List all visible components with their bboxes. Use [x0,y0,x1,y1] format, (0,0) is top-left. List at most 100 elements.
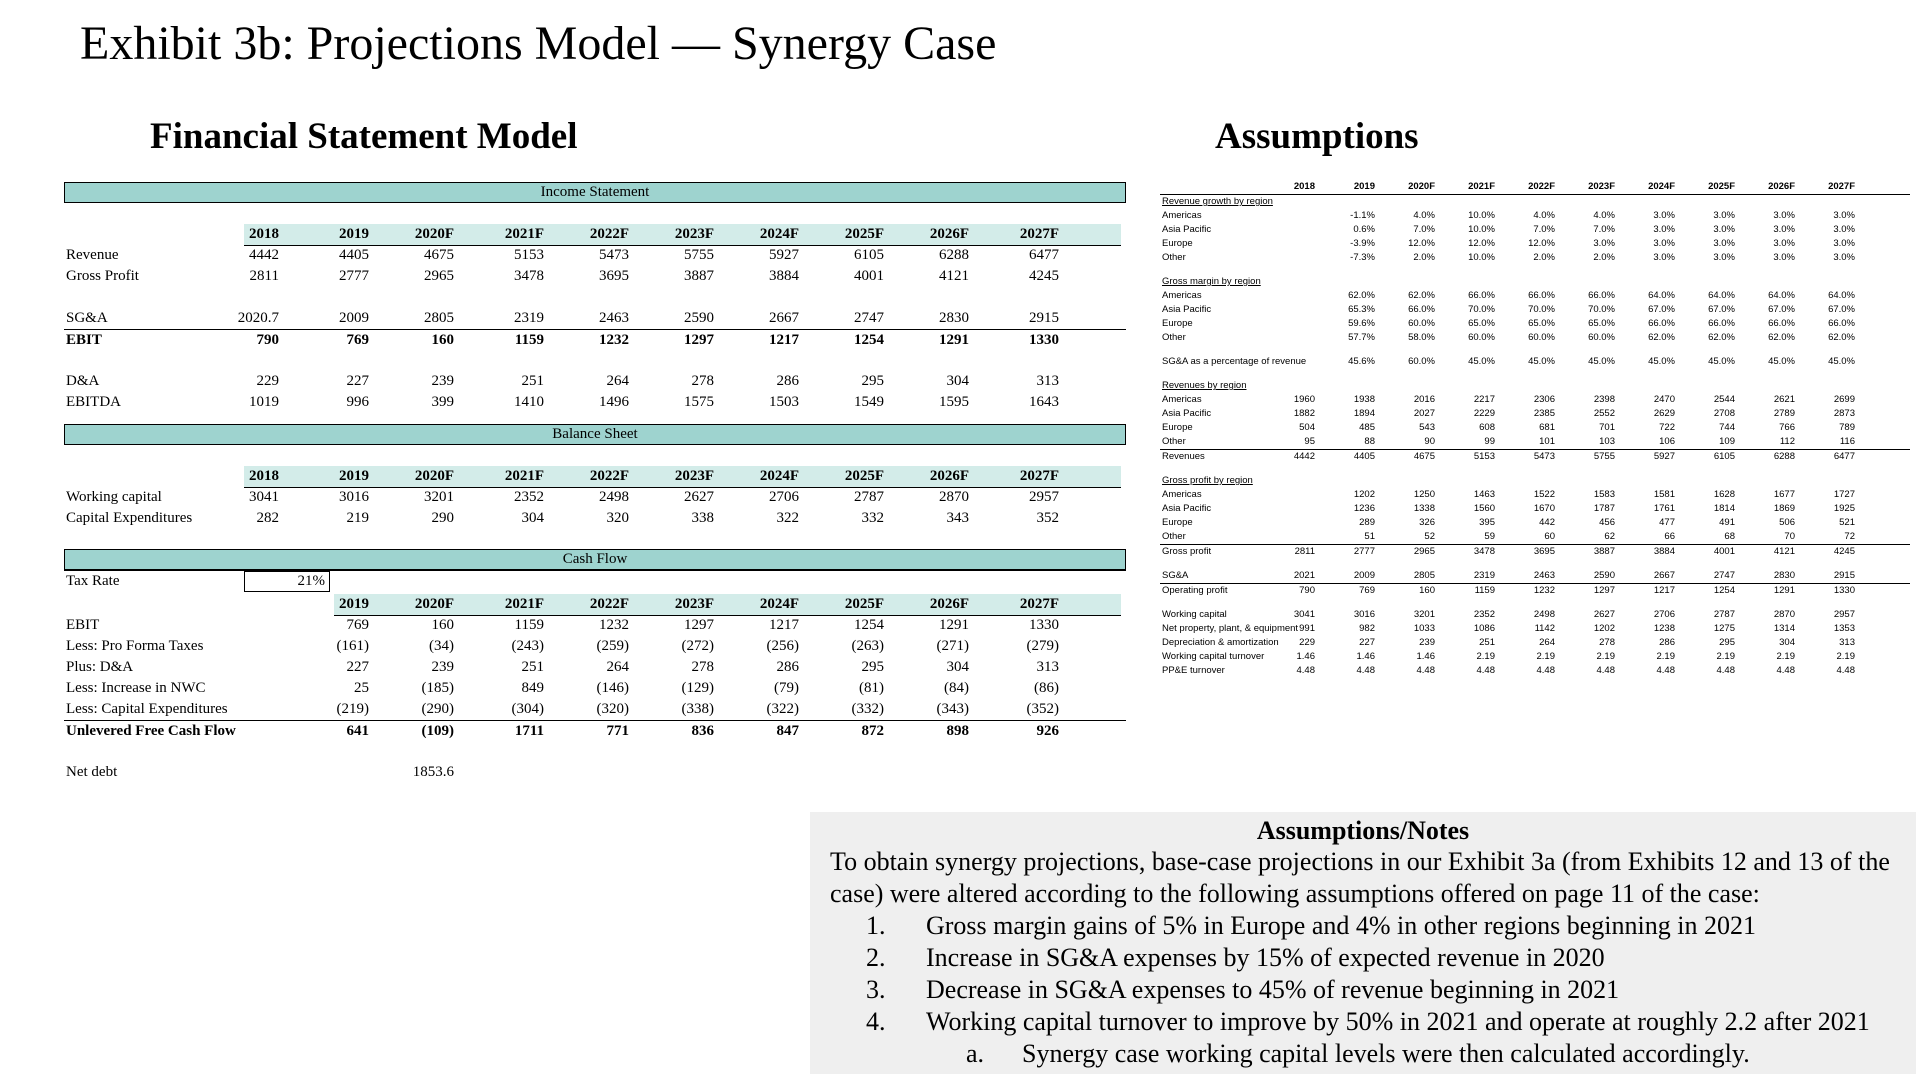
row-value: 3201 [424,489,454,505]
row-value: (256) [766,638,800,654]
row-value: 239 [431,659,455,675]
year-header: 2019 [339,596,369,612]
row-value: 790 [1299,585,1315,596]
working-capital-row: Working capital 3041 3016 3201 2352 2498 2627 2… [64,487,1126,508]
cash-flow-row: Less: Pro Forma Taxes (161) (34) (243) (259)… [64,636,1126,657]
row-value: 4442 [1293,451,1315,462]
row-value: 2629 [1653,408,1675,419]
row-value: 1410 [514,394,544,410]
row-value: 60.0% [1408,356,1435,367]
year-header: 2025F [844,596,884,612]
row-label: Working capital [1162,609,1227,620]
row-value: 872 [861,723,885,739]
row-label: Revenue [66,247,119,263]
tax-rate-box: 21% [244,571,330,592]
row-label: Americas [1162,394,1202,405]
year-header: 2021F [504,226,544,242]
row-value: 227 [346,373,370,389]
row-value: 2.19 [1656,651,1676,662]
row-value: 66.0% [1828,318,1855,329]
row-value: 67.0% [1648,304,1675,315]
row-value: 4.0% [1533,210,1555,221]
year-header: 2020F [414,468,454,484]
row-value: 926 [1036,723,1060,739]
year-header: 2022F [1528,181,1555,192]
row-value: 2352 [514,489,544,505]
year-header: 2024F [759,468,799,484]
year-header: 2027F [1019,596,1059,612]
year-header: 2026F [929,596,969,612]
note-subitem: a. Synergy case working capital levels we… [830,1038,1902,1070]
section-title: Gross margin by region [1162,276,1261,287]
row-value: 701 [1599,422,1615,433]
row-value: 4121 [939,268,969,284]
unlevered-fcf-row: Unlevered Free Cash Flow 641 (109) 1711 771 8… [64,720,1126,741]
row-value: 227 [1359,637,1375,648]
note-text: Working capital turnover to improve by 5… [926,1007,1870,1036]
working-capital-assumption-row: Depreciation & amortization 229 227 239 251 2… [1160,636,1910,650]
row-value: 1.46 [1416,651,1436,662]
row-value: 66.0% [1528,290,1555,301]
row-value: 60.0% [1528,332,1555,343]
year-header: 2025F [1708,181,1735,192]
gross-profit-total-row: Gross profit 2811 2777 2965 3478 3695 3887 3884… [1160,545,1910,559]
row-value: 2020.7 [237,310,279,326]
year-header: 2027F [1019,226,1059,242]
row-value: (243) [511,638,545,654]
row-label: D&A [66,373,100,389]
row-value: 4.48 [1416,665,1436,676]
row-value: 2016 [1413,394,1435,405]
row-value: 304 [521,510,545,526]
year-header: 2023F [674,596,714,612]
year-header: 2020F [414,226,454,242]
row-label: SG&A [1162,570,1189,581]
row-value: 239 [1419,637,1435,648]
row-value: 1575 [684,394,714,410]
row-value: 2398 [1593,394,1615,405]
revenues-by-region-row: Americas 1960 1938 2016 2217 2306 2398 2470 2544… [1160,393,1910,407]
row-value: 278 [691,373,715,389]
row-value: 1882 [1293,408,1315,419]
row-value: 2805 [1413,570,1435,581]
row-value: 7.0% [1413,224,1435,235]
row-value: 3016 [339,489,369,505]
year-header: 2024F [759,596,799,612]
row-value: 2830 [1773,570,1795,581]
note-text: Increase in SG&A expenses by 15% of expe… [926,943,1605,972]
row-value: 64.0% [1768,290,1795,301]
tax-rate-value: 21% [297,573,326,589]
row-value: 543 [1419,422,1435,433]
sga-row: SG&A 2020.7 2009 2805 2319 2463 2590 2667 2747 28… [64,308,1126,329]
row-value: 2915 [1029,310,1059,326]
row-value: (290) [421,701,455,717]
row-value: 3.0% [1713,252,1735,263]
row-value: 2789 [1773,408,1795,419]
row-value: 2706 [1653,609,1675,620]
row-value: 1330 [1029,617,1059,633]
row-value: 10.0% [1468,210,1495,221]
row-value: 3.0% [1773,210,1795,221]
row-value: 2667 [1653,570,1675,581]
row-value: -1.1% [1350,210,1375,221]
row-value: 4.0% [1593,210,1615,221]
row-value: 45.0% [1588,356,1615,367]
row-value: 12.0% [1468,238,1495,249]
row-value: 4.48 [1596,665,1616,676]
row-value: (109) [421,723,455,739]
row-value: 2811 [249,268,279,284]
row-label: Revenues [1162,451,1205,462]
row-label: Less: Capital Expenditures [66,701,228,717]
assumptions-year-header: 2018 2019 2020F 2021F 2022F 2023F 2024F 2025F 20… [1160,180,1910,195]
row-value: 2699 [1833,394,1855,405]
row-value: 1496 [599,394,629,410]
row-value: 1463 [1473,489,1495,500]
row-value: 116 [1839,436,1855,447]
row-value: (86) [1034,680,1059,696]
row-value: 1202 [1593,623,1615,634]
row-label: Capital Expenditures [66,510,193,526]
row-value: (219) [336,701,370,717]
working-capital-assumption-row: Net property, plant, & equipment 991 982 10… [1160,622,1910,636]
row-value: 485 [1359,422,1375,433]
financial-statement-model: Income Statement 2018 2019 2020F 2021F 2022F 2… [64,182,1126,783]
cash-flow-row: Less: Increase in NWC 25 (185) 849 (146) (129… [64,678,1126,699]
